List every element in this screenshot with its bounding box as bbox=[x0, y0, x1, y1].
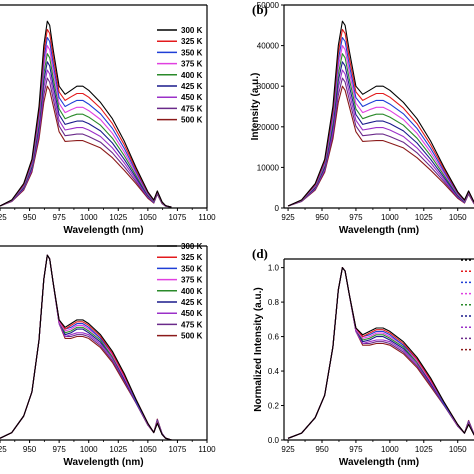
legend-label: 450 K bbox=[181, 309, 203, 318]
series-line-350k bbox=[0, 254, 172, 440]
legend: 300 K 325 K 350 K 375 K 400 K 425 K 450 K 475 K… bbox=[157, 242, 203, 341]
x-axis-label: Wavelength (nm) bbox=[63, 225, 143, 236]
x-tick-label: 1025 bbox=[415, 213, 433, 222]
legend: 300 K 325 K 350 K 375 K 400 K 425 K 450 K 475 K… bbox=[157, 26, 203, 125]
x-tick-label: 1100 bbox=[198, 445, 216, 454]
series-lines bbox=[0, 254, 172, 440]
series-line-350k bbox=[287, 267, 474, 439]
x-tick-label: 1025 bbox=[415, 445, 433, 454]
panel-d: 925 950 975 1000 1025 1050 0.0 0.2 0.4 0.6 0.8 1.0 W… bbox=[252, 246, 474, 468]
x-axis-label: Wavelength (nm) bbox=[339, 225, 419, 236]
panel-b: 925 950 975 1000 1025 1050 0 10000 20000 30000 400… bbox=[250, 1, 474, 236]
series-lines bbox=[287, 20, 474, 207]
legend-label: 350 K bbox=[181, 48, 203, 57]
panel-a: 925 950 975 1000 1025 1050 1075 1100 Wavelength … bbox=[0, 4, 216, 236]
x-tick-label: 950 bbox=[315, 445, 329, 454]
series-lines bbox=[0, 20, 172, 208]
x-tick-label: 1000 bbox=[80, 213, 98, 222]
legend-label: 475 K bbox=[181, 104, 203, 113]
panel-label: (d) bbox=[252, 246, 268, 261]
legend-label: 350 K bbox=[181, 264, 203, 273]
series-line-500k bbox=[287, 267, 474, 439]
series-line-300k bbox=[287, 267, 474, 439]
series-line-475k bbox=[287, 267, 474, 439]
y-axis-label: Intensity (a.u.) bbox=[250, 73, 261, 141]
series-line-300k bbox=[0, 254, 172, 440]
x-tick-label: 1025 bbox=[109, 213, 127, 222]
series-line-325k bbox=[287, 267, 474, 439]
legend-label: 300 K bbox=[181, 242, 203, 251]
y-tick-label: 0.6 bbox=[268, 333, 280, 342]
x-tick-label: 1050 bbox=[139, 213, 157, 222]
x-axis-label: Wavelength (nm) bbox=[339, 457, 419, 468]
x-tick-label: 950 bbox=[23, 445, 37, 454]
legend-label: 375 K bbox=[181, 60, 203, 69]
legend-label: 500 K bbox=[181, 116, 203, 125]
series-line-300k bbox=[0, 20, 172, 208]
series-line-400k bbox=[0, 254, 172, 440]
legend-label: 475 K bbox=[181, 320, 203, 329]
x-tick-label: 925 bbox=[281, 213, 295, 222]
series-line-425k bbox=[0, 254, 172, 440]
y-tick-label: 20000 bbox=[257, 123, 280, 132]
legend-label: 450 K bbox=[181, 93, 203, 102]
y-tick-label: 50000 bbox=[257, 1, 280, 10]
panel-c: 925 950 975 1000 1025 1050 1075 1100 Wavelength … bbox=[0, 242, 216, 468]
x-axis-label: Wavelength (nm) bbox=[63, 457, 143, 468]
x-tick-label: 975 bbox=[349, 213, 363, 222]
y-tick-label: 0 bbox=[275, 204, 280, 213]
x-tick-label: 1050 bbox=[139, 445, 157, 454]
x-tick-label: 1075 bbox=[169, 445, 187, 454]
series-line-450k bbox=[0, 254, 172, 440]
x-tick-label: 925 bbox=[0, 213, 7, 222]
x-tick-label: 1075 bbox=[169, 213, 187, 222]
y-tick-label: 0.8 bbox=[268, 298, 280, 307]
series-line-500k bbox=[0, 254, 172, 440]
x-tick-label: 975 bbox=[52, 213, 66, 222]
x-tick-label: 975 bbox=[52, 445, 66, 454]
x-tick-label: 1050 bbox=[449, 213, 467, 222]
series-line-325k bbox=[0, 254, 172, 440]
legend bbox=[461, 259, 471, 351]
x-tick-label: 1050 bbox=[449, 445, 467, 454]
series-line-300k bbox=[287, 20, 474, 207]
x-tick-label: 950 bbox=[315, 213, 329, 222]
y-axis-label: Normalized Intensity (a.u.) bbox=[253, 287, 264, 411]
series-line-375k bbox=[0, 254, 172, 440]
x-tick-label: 1000 bbox=[381, 213, 399, 222]
legend-label: 425 K bbox=[181, 82, 203, 91]
y-tick-label: 0.4 bbox=[268, 367, 280, 376]
x-tick-label: 925 bbox=[0, 445, 7, 454]
legend-label: 400 K bbox=[181, 71, 203, 80]
x-tick-label: 925 bbox=[281, 445, 295, 454]
y-tick-label: 0.0 bbox=[268, 436, 280, 445]
x-tick-label: 975 bbox=[349, 445, 363, 454]
y-tick-label: 1.0 bbox=[268, 264, 280, 273]
y-tick-label: 10000 bbox=[257, 163, 280, 172]
panel-label: (b) bbox=[252, 2, 268, 17]
y-tick-label: 0.2 bbox=[268, 402, 280, 411]
series-line-425k bbox=[287, 267, 474, 439]
legend-label: 500 K bbox=[181, 332, 203, 341]
legend-label: 325 K bbox=[181, 253, 203, 262]
series-line-500k bbox=[287, 85, 474, 207]
x-tick-label: 950 bbox=[23, 213, 37, 222]
x-tick-label: 1025 bbox=[109, 445, 127, 454]
y-tick-label: 30000 bbox=[257, 82, 280, 91]
series-line-450k bbox=[287, 267, 474, 439]
legend-label: 300 K bbox=[181, 26, 203, 35]
y-tick-label: 40000 bbox=[257, 42, 280, 51]
series-line-475k bbox=[0, 254, 172, 440]
legend-label: 375 K bbox=[181, 276, 203, 285]
series-line-375k bbox=[287, 267, 474, 439]
legend-label: 400 K bbox=[181, 287, 203, 296]
x-tick-label: 1000 bbox=[80, 445, 98, 454]
legend-label: 425 K bbox=[181, 298, 203, 307]
series-lines bbox=[287, 267, 474, 439]
x-tick-label: 1000 bbox=[381, 445, 399, 454]
series-line-400k bbox=[287, 267, 474, 439]
legend-label: 325 K bbox=[181, 37, 203, 46]
x-tick-label: 1100 bbox=[198, 213, 216, 222]
